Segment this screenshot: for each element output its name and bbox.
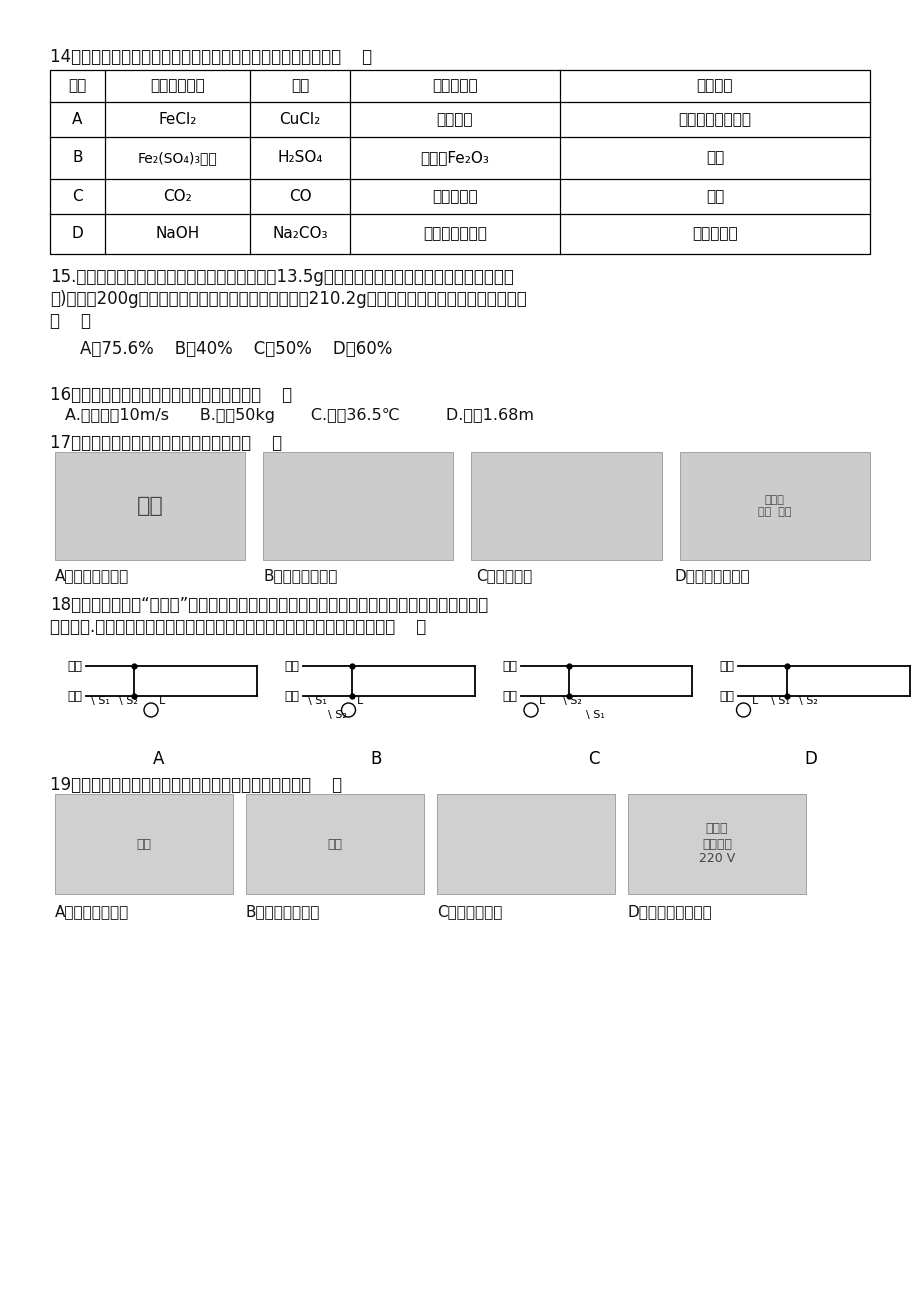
Text: \ S₁: \ S₁: [308, 697, 327, 706]
Text: A．75.6%    B．40%    C．50%    D．60%: A．75.6% B．40% C．50% D．60%: [80, 340, 391, 358]
Bar: [50, 70, 869, 254]
Bar: [679, 452, 869, 560]
Text: 16．某中学生的信息档案中，错误的信息是（    ）: 16．某中学生的信息档案中，错误的信息是（ ）: [50, 385, 292, 404]
Text: A.步行速度10m/s      B.质量50kg       C.体溓36.5℃         D.身高1.68m: A.步行速度10m/s B.质量50kg C.体溓36.5℃ D.身高1.68m: [65, 408, 533, 423]
Text: （    ）: （ ）: [50, 312, 91, 329]
Text: A．放大镜的游戏: A．放大镜的游戏: [55, 568, 129, 583]
Text: 杂质: 杂质: [290, 78, 309, 94]
Text: L: L: [539, 697, 545, 706]
Text: CO: CO: [289, 189, 311, 204]
Text: 物理: 物理: [137, 496, 164, 516]
Text: A: A: [153, 750, 165, 768]
Text: 待提纯的物质: 待提纯的物质: [150, 78, 205, 94]
Text: 14．实验室中，下列除去杂质所用试剂及操作方法均正确的是（    ）: 14．实验室中，下列除去杂质所用试剂及操作方法均正确的是（ ）: [50, 48, 371, 66]
Text: D: D: [804, 750, 817, 768]
Text: FeCl₂: FeCl₂: [158, 112, 197, 128]
Text: C．手影游戏: C．手影游戏: [476, 568, 532, 583]
Text: 过量的氧气: 过量的氧气: [432, 189, 477, 204]
Text: 过滤、蕲发、结晶: 过滤、蕲发、结晶: [678, 112, 751, 128]
Text: 火线: 火线: [502, 660, 516, 673]
Text: L: L: [159, 697, 165, 706]
Text: B: B: [370, 750, 381, 768]
Text: 选项: 选项: [68, 78, 86, 94]
Text: D: D: [72, 227, 84, 241]
Text: 过滤: 过滤: [705, 151, 723, 165]
Text: A: A: [73, 112, 83, 128]
Text: 零线: 零线: [67, 690, 82, 703]
Text: 泡不发光.下面的四幅电路图中，既满足上述条件，又符合安全用电要求的是（    ）: 泡不发光.下面的四幅电路图中，既满足上述条件，又符合安全用电要求的是（ ）: [50, 618, 425, 635]
Text: 电冰笱
电吹风机
220 V: 电冰笱 电吹风机 220 V: [698, 823, 734, 866]
Text: Fe₂(SO₄)₃溶液: Fe₂(SO₄)₃溶液: [138, 151, 217, 165]
Text: 15.实验室测定某铝土矿中铝元素的质量分数，取13.5g含杂质的铝土矿（杂质不溢于水也不与酸反: 15.实验室测定某铝土矿中铝元素的质量分数，取13.5g含杂质的铝土矿（杂质不溢…: [50, 268, 514, 286]
Text: 火线: 火线: [719, 660, 733, 673]
Text: 火线: 火线: [67, 660, 82, 673]
Text: 加适量的稀盐酸: 加适量的稀盐酸: [423, 227, 486, 241]
Text: CuCl₂: CuCl₂: [279, 112, 321, 128]
Text: 平面镜
小猫  小聶: 平面镜 小猫 小聶: [757, 495, 790, 517]
Text: C．导线接电源: C．导线接电源: [437, 904, 502, 919]
Text: NaOH: NaOH: [155, 227, 199, 241]
Text: 19．如图关于仪表的正确使用和电路常规连接正确的是（    ）: 19．如图关于仪表的正确使用和电路常规连接正确的是（ ）: [50, 776, 342, 794]
Text: B．电压表接电源: B．电压表接电源: [245, 904, 320, 919]
Bar: [245, 794, 424, 894]
Bar: [55, 794, 233, 894]
Text: H₂SO₄: H₂SO₄: [277, 151, 323, 165]
Bar: [263, 452, 453, 560]
Text: 足量铁粉: 足量铁粉: [437, 112, 472, 128]
Text: 蕲发、结晶: 蕲发、结晶: [691, 227, 737, 241]
Text: 18．楼道中常见的“声光控”照明灯，当声、光强度均达到一定程度时，灯泡会正常发光，否则灯: 18．楼道中常见的“声光控”照明灯，当声、光强度均达到一定程度时，灯泡会正常发光…: [50, 596, 488, 615]
Text: 足量的Fe₂O₃: 足量的Fe₂O₃: [420, 151, 489, 165]
Text: 点燃: 点燃: [705, 189, 723, 204]
Text: L: L: [357, 697, 362, 706]
Text: 应)加入到200g稀盐酸中，恰好完全反应，过滤得滤液210.2g，则该铝土矿中铝元素的质量分数为: 应)加入到200g稀盐酸中，恰好完全反应，过滤得滤液210.2g，则该铝土矿中铝…: [50, 290, 527, 309]
Bar: [628, 794, 805, 894]
Text: 零线: 零线: [502, 690, 516, 703]
Text: 零线: 零线: [284, 690, 300, 703]
Text: 17．下列游戏中，利用光的反射现象的是（    ）: 17．下列游戏中，利用光的反射现象的是（ ）: [50, 434, 282, 452]
Text: \ S₁: \ S₁: [91, 697, 109, 706]
Text: 操作方法: 操作方法: [696, 78, 732, 94]
Text: B: B: [73, 151, 83, 165]
Text: \ S₂: \ S₂: [328, 710, 347, 720]
Text: \ S₂: \ S₂: [119, 697, 138, 706]
Bar: [471, 452, 661, 560]
Text: CO₂: CO₂: [163, 189, 192, 204]
Bar: [437, 794, 614, 894]
Text: \ S₂: \ S₂: [562, 697, 581, 706]
Text: A．电流表接电源: A．电流表接电源: [55, 904, 129, 919]
Text: C: C: [587, 750, 599, 768]
Text: Na₂CO₃: Na₂CO₃: [272, 227, 327, 241]
Text: \ S₂: \ S₂: [799, 697, 818, 706]
Text: \ S₁: \ S₁: [585, 710, 604, 720]
Bar: [55, 452, 245, 560]
Text: C: C: [72, 189, 83, 204]
Text: 火线: 火线: [284, 660, 300, 673]
Text: D．家用电器接电源: D．家用电器接电源: [628, 904, 712, 919]
Text: \ S₁: \ S₁: [771, 697, 789, 706]
Text: D．隔墙看猫游戏: D．隔墙看猫游戏: [674, 568, 750, 583]
Text: B．小猫叉鱼游戏: B．小猫叉鱼游戏: [263, 568, 337, 583]
Text: 电源: 电源: [136, 837, 152, 850]
Text: 电源: 电源: [327, 837, 342, 850]
Text: 选用的试剂: 选用的试剂: [432, 78, 477, 94]
Text: L: L: [751, 697, 757, 706]
Text: 零线: 零线: [719, 690, 733, 703]
